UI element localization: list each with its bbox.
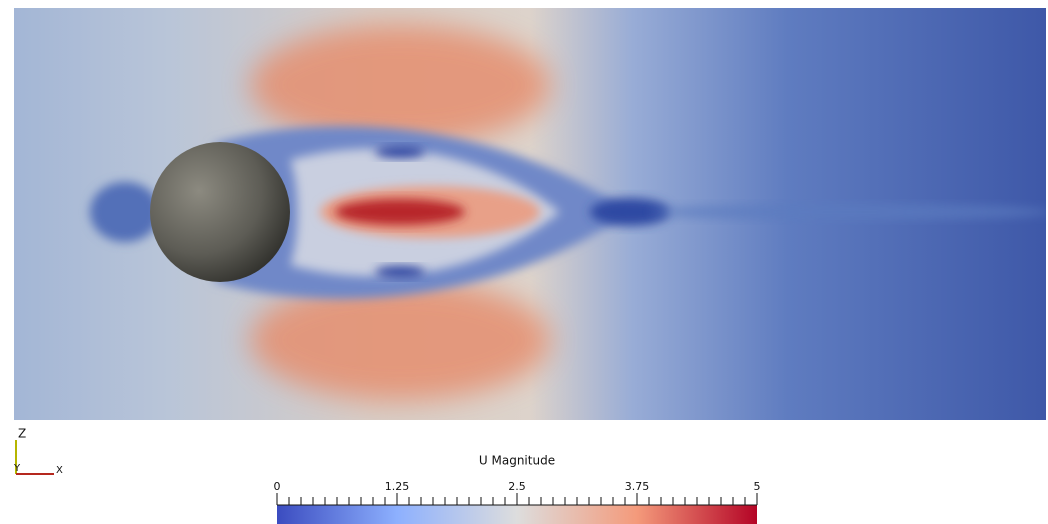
flow-field: [14, 8, 1048, 420]
axis-label: X: [56, 465, 63, 476]
tick-label: 5: [754, 480, 761, 493]
tick-label: 2.5: [508, 480, 526, 493]
colorbar-title: U Magnitude: [479, 454, 555, 468]
sphere: [150, 142, 290, 282]
axis-label: Y: [13, 463, 21, 474]
axes-triad: Z Y X: [13, 427, 63, 477]
axis-label: Z: [18, 427, 26, 441]
colorbar-ticks: 0 1.25 2.5 3.75 5: [274, 480, 761, 505]
tick-label: 1.25: [385, 480, 410, 493]
colorbar: [277, 505, 757, 524]
tick-label: 0: [274, 480, 281, 493]
viewport: Z Y X U Magnitude 0 1.25 2.5 3.75 5: [0, 0, 1048, 524]
tick-label: 3.75: [625, 480, 650, 493]
